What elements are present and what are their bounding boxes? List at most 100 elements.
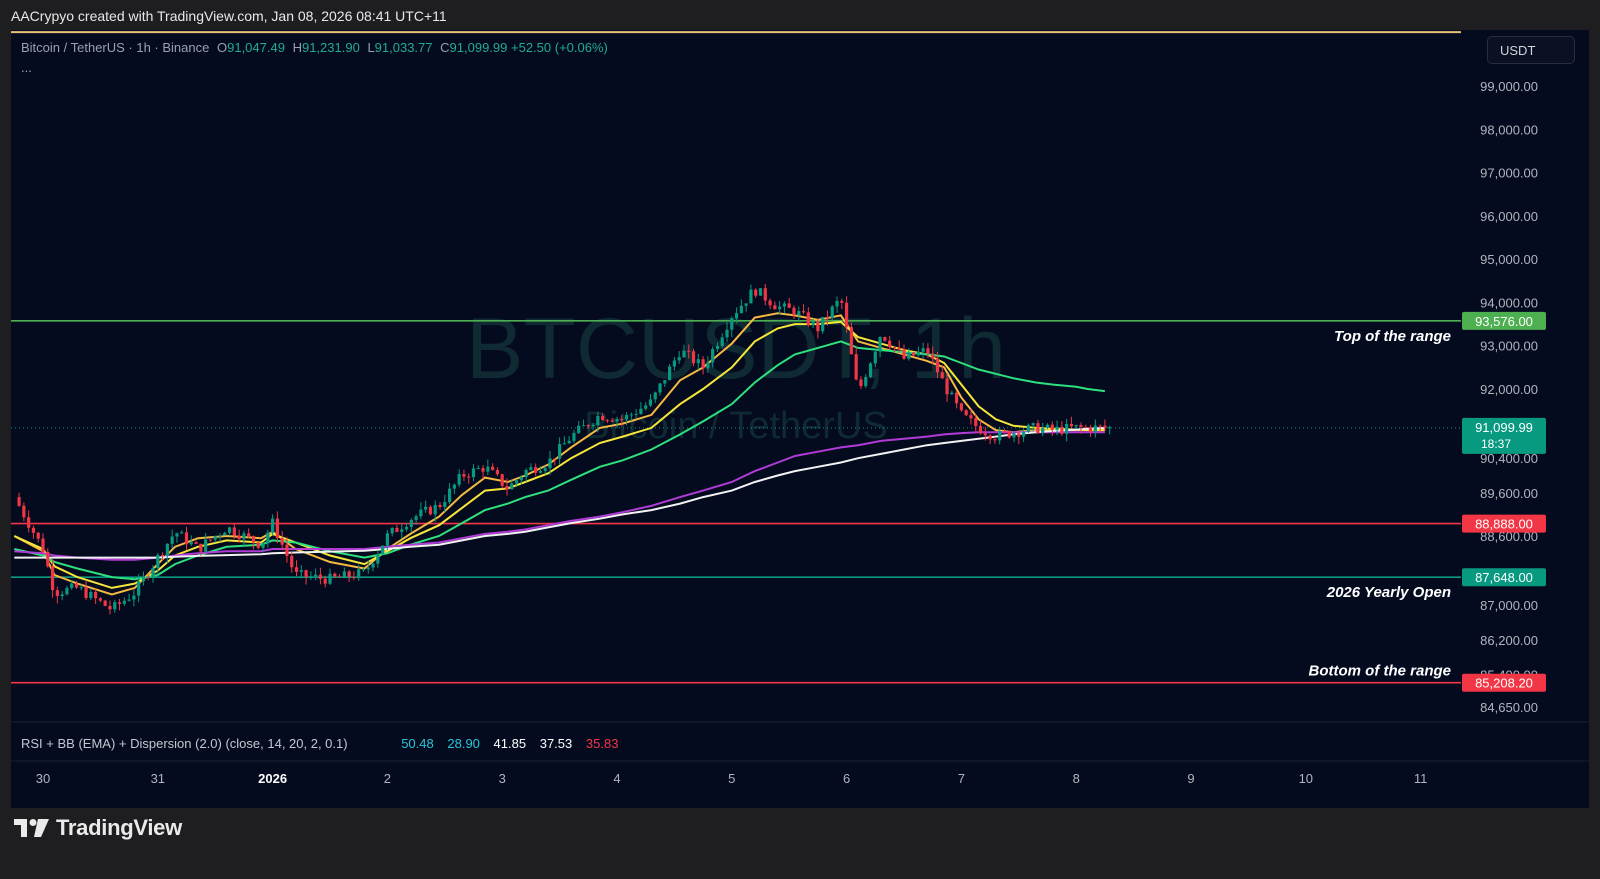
y-tick-label: 98,000.00: [1480, 122, 1538, 137]
candle-body: [629, 414, 633, 416]
candle-body: [720, 337, 724, 346]
candle-body: [462, 474, 466, 477]
high-value: 91,231.90: [301, 40, 360, 55]
candle-body: [247, 533, 251, 536]
indicator-name: RSI + BB (EMA) + Dispersion (2.0) (close…: [21, 736, 348, 751]
candle-body: [1031, 423, 1035, 426]
y-tick-label: 84,650.00: [1480, 700, 1538, 715]
y-tick-label: 89,600.00: [1480, 486, 1538, 501]
candle-body: [304, 570, 308, 577]
last-price-label: 91,099.99: [1475, 420, 1533, 435]
moving-average-line: [14, 426, 1105, 559]
candle-body: [524, 470, 528, 478]
candle-body: [988, 435, 992, 440]
chart-pane[interactable]: BTCUSDT, 1h Bitcoin / TetherUS Top of the…: [11, 30, 1589, 808]
candle-body: [873, 351, 877, 364]
y-tick-label: 94,000.00: [1480, 295, 1538, 310]
candle-body: [232, 527, 236, 536]
candle-body: [749, 289, 753, 304]
candle-body: [132, 595, 136, 600]
candle-body: [926, 348, 930, 354]
candle-body: [122, 600, 126, 604]
candle-body: [141, 576, 146, 582]
candle-body: [151, 568, 155, 578]
candle-body: [113, 602, 117, 610]
candle-body: [271, 518, 275, 533]
candle-body: [548, 458, 552, 469]
candle-body: [586, 425, 590, 427]
currency-selector[interactable]: USDT: [1487, 36, 1575, 64]
candle-body: [677, 357, 681, 361]
candle-body: [883, 337, 887, 341]
candle-body: [921, 348, 925, 352]
candle-body: [931, 353, 935, 359]
candle-body: [41, 538, 45, 552]
candle-body: [438, 504, 442, 508]
candle-body: [314, 574, 318, 577]
tradingview-logo[interactable]: TradingView: [14, 813, 182, 843]
candle-body: [366, 567, 370, 570]
candle-body: [50, 566, 55, 591]
candle-body: [715, 345, 720, 350]
indicator-value: 28.90: [447, 736, 480, 751]
top-caption: AACrypyo created with TradingView.com, J…: [11, 8, 447, 24]
more-indicators-button[interactable]: ...: [21, 60, 32, 75]
candle-body: [361, 569, 366, 571]
y-tick-label: 92,000.00: [1480, 382, 1538, 397]
candle-body: [959, 403, 963, 411]
candle-body: [261, 543, 265, 548]
candle-body: [1088, 427, 1093, 432]
candle-body: [835, 300, 839, 307]
candle-body: [854, 354, 858, 380]
candle-body: [495, 469, 500, 475]
x-tick-label: 9: [1187, 771, 1194, 786]
candle-body: [299, 570, 303, 572]
candle-body: [605, 420, 610, 422]
candle-body: [558, 443, 562, 459]
candle-body: [1021, 431, 1026, 437]
candle-body: [529, 467, 533, 471]
candle-body: [170, 536, 174, 544]
candle-body: [127, 599, 131, 601]
candle-body: [409, 520, 413, 527]
candle-body: [768, 300, 772, 306]
candle-body: [596, 416, 600, 425]
candle-body: [333, 573, 337, 577]
candle-body: [347, 571, 351, 577]
candle-body: [663, 380, 667, 384]
candle-body: [845, 302, 849, 328]
candle-body: [825, 317, 830, 319]
candle-body: [342, 571, 346, 578]
bar-countdown-label: 18:37: [1481, 437, 1511, 451]
candle-body: [381, 545, 385, 555]
candle-body: [672, 360, 676, 367]
candle-body: [218, 535, 222, 537]
tradingview-logo-icon: [14, 819, 49, 837]
candle-body: [328, 573, 332, 584]
candle-body: [175, 533, 179, 537]
candle-body: [98, 598, 102, 601]
y-tick-label: 95,000.00: [1480, 252, 1538, 267]
candle-body: [868, 363, 873, 378]
candle-body: [644, 405, 648, 409]
candle-body: [648, 399, 653, 406]
candle-body: [280, 538, 284, 545]
x-tick-label: 6: [843, 771, 850, 786]
candle-body: [591, 424, 595, 427]
candle-body: [390, 527, 394, 534]
candle-body: [137, 581, 141, 596]
candle-body: [55, 590, 59, 596]
candle-body: [1098, 425, 1102, 427]
candle-body: [639, 408, 643, 414]
candle-body: [849, 327, 853, 355]
level-annotation: Bottom of the range: [1309, 663, 1452, 680]
candle-body: [385, 533, 389, 546]
candle-body: [457, 474, 461, 485]
candle-body: [36, 532, 40, 539]
x-tick-label: 30: [36, 771, 50, 786]
candle-body: [553, 458, 557, 460]
x-tick-label: 11: [1414, 771, 1428, 786]
indicator-value: 35.83: [585, 736, 619, 751]
level-annotation: 2026 Yearly Open: [1326, 584, 1451, 601]
